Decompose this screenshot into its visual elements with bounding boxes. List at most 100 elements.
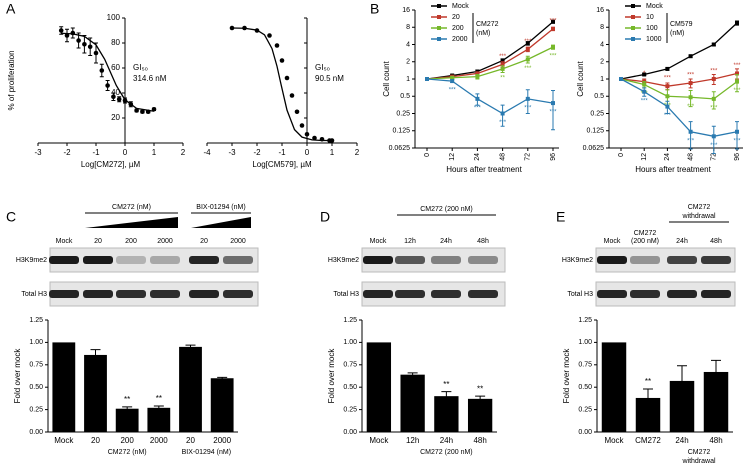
- x-tick-label: CM272: [635, 436, 661, 445]
- x-tick-label: 200: [120, 436, 134, 445]
- data-point: [319, 136, 325, 142]
- lane-label: 2000: [230, 238, 246, 245]
- data-point: [688, 54, 693, 59]
- data-point: [475, 74, 480, 79]
- data-point: [475, 71, 480, 76]
- data-point: [294, 109, 300, 115]
- significance: ***: [733, 88, 741, 94]
- x-tick-label: 12h: [406, 436, 419, 445]
- significance: ***: [524, 66, 532, 72]
- data-point: [500, 58, 505, 63]
- bar: [115, 408, 139, 432]
- series-line: [620, 78, 738, 137]
- y-tick-label: 0.50: [29, 384, 43, 391]
- group-label: BIX-01294 (nM): [182, 449, 231, 456]
- significance: **: [477, 384, 483, 393]
- y-tick-label: 0.00: [29, 429, 43, 436]
- blot-band: [189, 256, 219, 264]
- data-point: [665, 94, 670, 99]
- error-bar: [711, 125, 716, 155]
- y-tick-label: 1: [600, 76, 604, 83]
- data-point: [711, 77, 716, 81]
- y-tick-label: 1: [406, 76, 410, 83]
- legend-label: 2000: [452, 36, 468, 43]
- significance: **: [124, 395, 130, 404]
- legend-marker: [437, 26, 441, 30]
- legend-label: Mock: [452, 3, 469, 10]
- blot-band: [395, 256, 425, 264]
- y-tick-label: 4: [600, 41, 604, 48]
- blot-band: [83, 256, 113, 264]
- x-tick-label: 0: [424, 153, 431, 157]
- error-bar: [500, 104, 505, 127]
- group-label: withdrawal: [681, 458, 716, 465]
- data-point: [642, 82, 647, 87]
- lane-label: (200 nM): [631, 238, 659, 245]
- blot-band: [431, 290, 461, 298]
- significance: ***: [499, 120, 507, 126]
- significance: ***: [549, 18, 557, 24]
- series-line: [620, 22, 738, 80]
- header-label: CM272: [688, 204, 711, 211]
- significance: ***: [549, 54, 557, 60]
- data-point: [711, 42, 716, 47]
- lane-label: 20: [94, 238, 102, 245]
- blot-band: [395, 290, 425, 298]
- bar: [703, 371, 729, 432]
- error-bar: [688, 121, 693, 150]
- blot-band: [49, 256, 79, 264]
- y-tick-label: 100: [107, 13, 121, 22]
- data-point: [312, 135, 317, 141]
- x-tick-label: 2: [355, 148, 360, 157]
- y-tick-label: 0.75: [29, 362, 43, 369]
- data-point: [82, 41, 87, 47]
- y-axis-title: Fold over mock: [327, 348, 336, 404]
- y-tick-label: 1.25: [578, 317, 592, 324]
- x-tick-label: 24h: [440, 436, 453, 445]
- x-tick-label: -2: [63, 148, 71, 157]
- panel-label: E: [556, 209, 565, 225]
- x-tick-label: 12: [449, 153, 456, 161]
- y-tick-label: 0.0625: [583, 145, 605, 152]
- y-tick-label: 0.25: [29, 406, 43, 413]
- bar: [601, 342, 627, 432]
- bar: [147, 407, 171, 432]
- legend-marker: [631, 15, 635, 19]
- significance: ***: [664, 113, 672, 119]
- lane-label: 24h: [440, 238, 452, 245]
- x-tick-label: 72: [525, 153, 532, 161]
- data-point: [70, 30, 76, 36]
- x-tick-label: -2: [253, 148, 261, 157]
- significance: ***: [687, 104, 695, 110]
- data-point: [279, 58, 285, 63]
- bar: [52, 342, 76, 432]
- blot-row-label: Total H3: [567, 291, 593, 298]
- blot-band: [150, 256, 180, 264]
- data-point: [450, 79, 455, 84]
- y-tick-label: 0.25: [396, 110, 410, 117]
- data-point: [551, 26, 555, 31]
- data-point: [329, 138, 335, 143]
- blot-band: [363, 290, 393, 298]
- significance: ***: [449, 88, 457, 94]
- bar: [179, 346, 202, 432]
- legend-title: CM272: [476, 21, 499, 28]
- group-label: CM272: [688, 449, 711, 456]
- y-tick-label: 0.75: [343, 362, 357, 369]
- x-tick-label: 2000: [213, 436, 231, 445]
- blot-band: [431, 256, 461, 264]
- x-tick-label: 0: [618, 153, 625, 157]
- series-line: [620, 72, 738, 87]
- lane-label: 2000: [157, 238, 173, 245]
- data-point: [151, 106, 157, 112]
- data-point: [525, 96, 530, 101]
- data-point: [304, 131, 310, 137]
- blot-band: [116, 256, 146, 264]
- x-tick-label: -1: [278, 148, 286, 157]
- x-tick-label: 24h: [675, 436, 688, 445]
- data-point: [688, 95, 693, 100]
- y-tick-label: 1.00: [29, 339, 43, 346]
- legend-label: 20: [452, 14, 460, 21]
- data-point: [116, 96, 122, 102]
